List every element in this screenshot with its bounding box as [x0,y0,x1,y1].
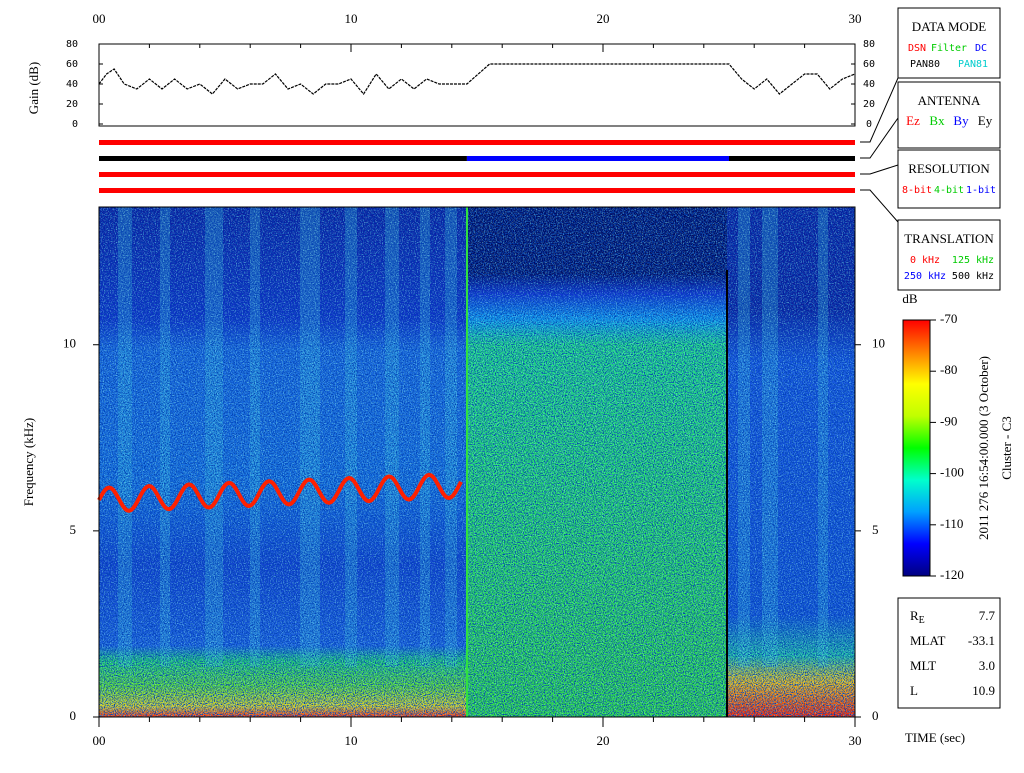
y-tick-label: 60 [66,59,78,70]
colorbar-tick-label: -110 [940,516,963,531]
colorbar [902,319,931,577]
legend-box [897,7,1001,79]
mode-bar [466,156,729,161]
legend-item: 500 kHz [952,271,994,282]
colorbar-tick-label: -100 [940,465,964,480]
info-label: RE [910,608,925,626]
legend-box [897,81,1001,149]
y-tick-label: 40 [66,79,78,90]
y-tick-label: 5 [872,522,879,537]
legend-item: Ez [906,113,920,128]
colorbar-tick-label: -120 [940,567,964,582]
info-value: 10.9 [972,683,995,698]
info-value: 7.7 [979,608,996,623]
y-tick-label: 0 [72,119,78,130]
spacecraft-text: Cluster - C3 [999,416,1014,480]
y-tick-label: 0 [872,708,879,723]
gain-line [98,63,856,96]
legend-item: 250 kHz [904,271,946,282]
y-tick-label: 20 [66,99,78,110]
x-tick-label: 30 [849,11,862,26]
x-axis-label: TIME (sec) [905,730,965,745]
legend-item: Ey [978,113,993,128]
mode-bar [99,188,855,193]
info-value: -33.1 [968,633,995,648]
x-tick-label: 30 [849,733,862,748]
y-axis-label: Frequency (kHz) [21,418,36,506]
legend-item: Bx [929,113,945,128]
y-tick-label: 0 [70,708,77,723]
colorbar-tick-label: -90 [940,413,957,428]
info-label: MLT [910,658,936,673]
y-tick-label: 80 [863,39,875,50]
y-tick-label: 60 [863,59,875,70]
legend-item: Filter [931,43,967,54]
y-tick-label: 80 [66,39,78,50]
date-text: 2011 276 16:54:00.000 (3 October) [976,356,991,540]
y-tick-label: 5 [70,522,77,537]
legend-item: 1-bit [966,185,996,196]
legend-item: DSN [908,43,926,54]
mode-bar [99,140,855,145]
connectors [860,77,899,223]
mode-bar [99,172,855,177]
spectrogram-image [97,207,855,717]
y-tick-label: 40 [863,79,875,90]
legend-item: DC [975,43,987,54]
mode-bar [729,156,855,161]
legend-title: TRANSLATION [904,231,994,246]
x-tick-label: 10 [345,733,358,748]
x-tick-label: 20 [597,733,610,748]
legend-item: 4-bit [934,185,964,196]
legend-item: By [953,113,969,128]
legend-title: RESOLUTION [908,161,990,176]
info-label: L [910,683,918,698]
info-label: MLAT [910,633,945,648]
info-value: 3.0 [979,658,995,673]
gain-frame [98,43,856,127]
gain-axis-label: Gain (dB) [26,62,41,114]
info-sub: E [919,615,925,626]
legend-box [897,219,1001,291]
x-tick-label: 10 [345,11,358,26]
y-tick-label: 0 [866,119,872,130]
x-tick-label: 00 [93,733,106,748]
mode-bar [99,156,467,161]
spectrogram-frame [98,206,856,718]
legend-item: 125 kHz [952,255,994,266]
y-tick-label: 10 [63,336,76,351]
y-tick-label: 10 [872,336,885,351]
legend-item: 0 kHz [910,255,940,266]
legend-title: ANTENNA [918,93,981,108]
legend-item: PAN80 [910,59,940,70]
legend-item: 8-bit [902,185,932,196]
colorbar-label: dB [902,291,918,306]
colorbar-tick-label: -70 [940,311,957,326]
y-tick-label: 20 [863,99,875,110]
legend-box [897,149,1001,209]
legend-item: PAN81 [958,59,988,70]
x-tick-label: 00 [93,11,106,26]
x-tick-label: 20 [597,11,610,26]
info-box [897,597,1001,709]
colorbar-tick-label: -80 [940,362,957,377]
legend-title: DATA MODE [912,19,986,34]
